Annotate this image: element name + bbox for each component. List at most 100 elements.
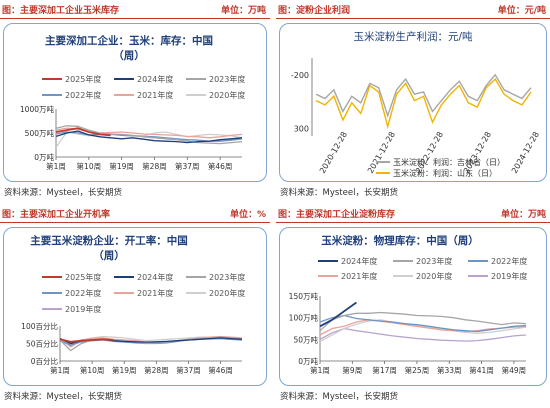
chart-starch-inventory: 玉米淀粉：物理库存：中国（周） 2024年度 2023年度 2022年度 2021年度 2… — [289, 234, 528, 375]
legend-label: 2021年度 — [341, 271, 377, 281]
panel-title: 图：主要深加工企业玉米库存 — [2, 6, 120, 16]
series-line — [319, 327, 527, 342]
series-line — [55, 130, 243, 144]
panel-starch-profit: 图：淀粉企业利润 单位：元/吨 玉米淀粉生产利润：元/吨 -200 300 2020-… — [276, 0, 550, 204]
panel-header: 图：主要深加工企业淀粉库存 单位：万吨 — [276, 204, 550, 223]
series-line — [319, 301, 357, 328]
chart-frame: 玉米淀粉：物理库存：中国（周） 2024年度 2023年度 2022年度 2021年度 2… — [279, 227, 547, 386]
source-note: 资料来源：Mysteel，长安期货 — [280, 188, 398, 198]
series-line — [59, 338, 114, 343]
series-line — [315, 77, 532, 130]
x-tick-label: 第19周 — [109, 161, 134, 171]
x-tick-label: 第1周 — [310, 365, 330, 375]
x-tick-label: 第49周 — [502, 365, 527, 375]
x-tick-label: 第37周 — [175, 161, 200, 171]
panel-header: 图：主要深加工企业玉米库存 单位：万吨 — [0, 0, 270, 19]
series-line — [315, 73, 532, 118]
chart-frame: 玉米淀粉生产利润：元/吨 -200 300 2020-12-28 2021-12-28 2… — [279, 23, 547, 182]
x-tick-label: 第9周 — [342, 365, 362, 375]
legend-label: 2024年度 — [137, 74, 173, 84]
panel-header: 图：淀粉企业利润 单位：元/吨 — [276, 0, 550, 19]
series-line — [319, 319, 527, 343]
source-note: 资料来源：Mysteel，长安期货 — [280, 392, 398, 402]
y-tick-label: 0万吨 — [298, 356, 318, 366]
legend-label: 2023年度 — [209, 272, 245, 282]
x-tick-label: 第10周 — [80, 365, 105, 375]
chart-title: 玉米淀粉：物理库存：中国（周） — [321, 234, 479, 247]
legend-label: 2025年度 — [65, 272, 101, 282]
panel-unit: 单位：元/吨 — [497, 6, 546, 16]
legend-label: 玉米淀粉：利润：吉林省（日） — [393, 157, 505, 167]
y-tick-label: 50百分比 — [26, 339, 59, 349]
legend-label: 2020年度 — [209, 288, 245, 298]
panel-unit: 单位：万吨 — [220, 6, 266, 16]
panel-starch-inventory: 图：主要深加工企业淀粉库存 单位：万吨 玉米淀粉：物理库存：中国（周） 2024年… — [276, 204, 550, 408]
y-tick-label: -200 — [291, 71, 309, 80]
legend-label: 2019年度 — [491, 271, 527, 281]
x-tick-label: 第17周 — [372, 365, 397, 375]
legend-label: 2024年度 — [137, 272, 173, 282]
y-tick-label: 0万吨 — [34, 152, 54, 162]
series-line — [319, 311, 527, 332]
legend-label: 2023年度 — [209, 74, 245, 84]
legend-label: 2022年度 — [65, 90, 101, 100]
x-tick-label: 第28周 — [142, 161, 167, 171]
chart-operating-rate: 主要玉米淀粉企业：开工率：中国 （周） 2025年度 2024年度 2023年度 2022… — [21, 234, 245, 375]
legend-label: 2020年度 — [209, 90, 245, 100]
chart-corn-inventory: 主要深加工企业：玉米：库存：中国 （周） 2025年度 2024年度 2023年度 202… — [20, 34, 245, 171]
x-tick-label: 第37周 — [176, 365, 201, 375]
chart-frame: 主要玉米淀粉企业：开工率：中国 （周） 2025年度 2024年度 2023年度 2022… — [3, 227, 267, 386]
source-note: 资料来源：Mysteel，长安期货 — [4, 188, 122, 198]
panel-operating-rate: 图：主要深加工企业开机率 单位：% 主要玉米淀粉企业：开工率：中国 （周） 2025… — [0, 204, 270, 408]
x-tick-label: 第46周 — [208, 161, 233, 171]
panel-corn-inventory: 图：主要深加工企业玉米库存 单位：万吨 主要深加工企业：玉米：库存：中国 （周） 2… — [0, 0, 270, 204]
legend-label: 2023年度 — [416, 256, 452, 266]
panel-title: 图：主要深加工企业淀粉库存 — [278, 210, 396, 220]
y-tick-label: 0百分比 — [31, 356, 59, 366]
x-tick-label: 2024-12-28 — [510, 130, 541, 175]
legend-label: 2020年度 — [416, 271, 452, 281]
chart-subtitle: （周） — [113, 49, 145, 62]
legend-label: 2025年度 — [65, 74, 101, 84]
y-tick-label: 1000万吨 — [20, 104, 55, 114]
x-tick-label: 第10周 — [77, 161, 102, 171]
legend-label: 2022年度 — [65, 288, 101, 298]
panel-title: 图：淀粉企业利润 — [278, 6, 351, 16]
legend-label: 玉米淀粉：利润：山东（日） — [393, 168, 497, 178]
panel-unit: 单位：% — [229, 210, 266, 220]
x-tick-label: 第1周 — [46, 161, 66, 171]
x-tick-label: 第33周 — [437, 365, 462, 375]
x-tick-label: 第25周 — [405, 365, 430, 375]
panel-unit: 单位：万吨 — [500, 210, 546, 220]
y-tick-label: 100百分比 — [21, 321, 58, 331]
chart-title: 主要深加工企业：玉米：库存：中国 — [45, 34, 213, 47]
x-tick-label: 第19周 — [112, 365, 137, 375]
y-tick-label: 50万吨 — [293, 334, 318, 344]
chart-frame: 主要深加工企业：玉米：库存：中国 （周） 2025年度 2024年度 2023年度 202… — [3, 23, 267, 182]
x-tick-label: 第46周 — [208, 365, 233, 375]
x-tick-label: 2020-12-28 — [318, 130, 349, 175]
y-tick-label: 100万吨 — [289, 313, 319, 323]
panel-title: 图：主要深加工企业开机率 — [2, 210, 111, 220]
panel-header: 图：主要深加工企业开机率 单位：% — [0, 204, 270, 223]
y-tick-label: 300 — [294, 125, 309, 134]
x-tick-label: 第28周 — [144, 365, 169, 375]
legend-label: 2019年度 — [65, 304, 101, 314]
y-tick-label: 500万吨 — [25, 128, 55, 138]
chart-subtitle: （周） — [93, 249, 125, 262]
series-line — [319, 319, 527, 336]
legend-label: 2024年度 — [341, 256, 377, 266]
series-line — [319, 314, 527, 333]
chart-title: 主要玉米淀粉企业：开工率：中国 — [30, 234, 188, 247]
source-note: 资料来源：Mysteel，长安期货 — [4, 392, 122, 402]
series-line — [55, 125, 243, 145]
legend-label: 2021年度 — [137, 90, 173, 100]
legend-label: 2022年度 — [491, 256, 527, 266]
series-line — [55, 127, 111, 137]
x-tick-label: 第41周 — [469, 365, 494, 375]
x-tick-label: 第1周 — [50, 365, 70, 375]
legend-label: 2021年度 — [137, 288, 173, 298]
chart-title: 玉米淀粉生产利润：元/吨 — [353, 30, 473, 43]
y-tick-label: 150万吨 — [289, 291, 319, 301]
